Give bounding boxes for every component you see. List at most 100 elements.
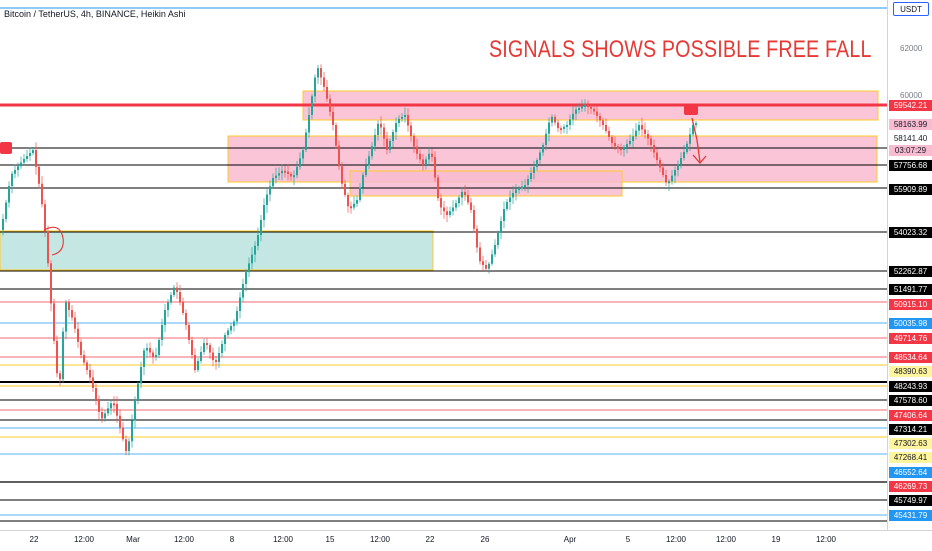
price-label: 54023.32	[889, 227, 932, 238]
candle-body	[422, 159, 424, 165]
candle-body	[113, 403, 115, 406]
time-label: Mar	[126, 535, 140, 544]
candle-body	[290, 174, 292, 177]
candle-body	[470, 202, 472, 210]
currency-button[interactable]: USDT	[893, 2, 929, 16]
candle-body	[503, 209, 505, 221]
candle-body	[635, 130, 637, 137]
candle-body	[224, 335, 226, 344]
candle-body	[572, 113, 574, 120]
candle-body	[233, 321, 235, 326]
candle-body	[437, 177, 439, 199]
candle-body	[467, 195, 469, 203]
supply-zone-lower	[349, 170, 623, 197]
candle-body	[344, 183, 346, 195]
candle-body	[167, 302, 169, 310]
candle-body	[74, 317, 76, 329]
candle-body	[416, 146, 418, 154]
time-label: 12:00	[665, 535, 687, 544]
candle-body	[194, 355, 196, 370]
candle-body	[446, 211, 448, 215]
candle-body	[17, 166, 19, 170]
price-label: 55909.89	[889, 184, 932, 195]
candle-body	[284, 170, 286, 173]
candle-body	[377, 123, 379, 135]
candle-body	[692, 125, 694, 135]
price-label: 48243.93	[889, 381, 932, 392]
candle-body	[107, 408, 109, 414]
candle-body	[590, 106, 592, 109]
candle-body	[164, 310, 166, 325]
candle-body	[404, 115, 406, 117]
candle-body	[212, 352, 214, 360]
alert-marker-current[interactable]	[684, 104, 698, 115]
candle-body	[65, 302, 67, 332]
candle-body	[155, 355, 157, 357]
candle-body	[263, 205, 265, 220]
candle-body	[476, 228, 478, 248]
alert-marker-left[interactable]	[0, 142, 12, 154]
candle-body	[557, 122, 559, 129]
candle-body	[413, 136, 415, 147]
candle-body	[173, 287, 175, 295]
candle-body	[53, 303, 55, 341]
candle-body	[539, 152, 541, 160]
candle-body	[302, 150, 304, 159]
candle-body	[47, 231, 49, 264]
candle-body	[359, 187, 361, 200]
signal-annotation: SIGNALS SHOWS POSSIBLE FREE FALL	[489, 36, 872, 63]
candle-body	[368, 156, 370, 166]
candle-body	[443, 207, 445, 212]
candle-body	[230, 326, 232, 331]
candle-body	[575, 109, 577, 114]
candle-body	[545, 133, 547, 145]
candle-body	[134, 400, 136, 421]
price-chart[interactable]	[0, 0, 887, 530]
price-label: 50035.98	[889, 318, 932, 329]
candle-body	[50, 263, 52, 304]
candle-body	[623, 147, 625, 150]
candle-body	[401, 116, 403, 119]
time-label: 12:00	[173, 535, 195, 544]
candle-body	[386, 138, 388, 150]
candle-body	[602, 120, 604, 125]
price-label: 57756.68	[889, 160, 932, 171]
candle-body	[689, 134, 691, 144]
candle-body	[14, 170, 16, 174]
candle-body	[410, 125, 412, 136]
candle-body	[227, 330, 229, 335]
candle-body	[260, 220, 262, 235]
candle-body	[515, 189, 517, 193]
candle-body	[632, 136, 634, 141]
candle-body	[407, 115, 409, 126]
candle-body	[464, 191, 466, 195]
candle-body	[77, 328, 79, 342]
candle-body	[59, 373, 61, 380]
time-label: Apr	[563, 535, 577, 544]
candle-body	[158, 340, 160, 355]
candle-body	[644, 129, 646, 134]
price-label: 49714.76	[889, 333, 932, 344]
candle-body	[20, 162, 22, 167]
candle-body	[383, 127, 385, 139]
candle-body	[281, 170, 283, 174]
candle-body	[500, 221, 502, 233]
candle-body	[299, 158, 301, 167]
price-label: 45431.79	[889, 510, 932, 521]
candle-body	[116, 403, 118, 416]
candle-body	[398, 118, 400, 123]
time-axis[interactable]: 22 12:00 Mar 12:00 8 12:00 15 12:00 22 26 Apr 5 12:0…	[0, 530, 932, 551]
candle-body	[392, 132, 394, 141]
candle-body	[671, 175, 673, 182]
candle-body	[638, 125, 640, 131]
candle-body	[353, 203, 355, 208]
candle-body	[662, 167, 664, 175]
candle-body	[686, 143, 688, 152]
price-axis[interactable]: 62000 60000 59542.21 58163.99 58141.40 03:0…	[887, 0, 932, 530]
time-label: 12:00	[272, 535, 294, 544]
candle-body	[269, 186, 271, 195]
candle-body	[335, 125, 337, 146]
candle-body	[98, 400, 100, 412]
candle-body	[314, 77, 316, 97]
candle-body	[620, 148, 622, 151]
